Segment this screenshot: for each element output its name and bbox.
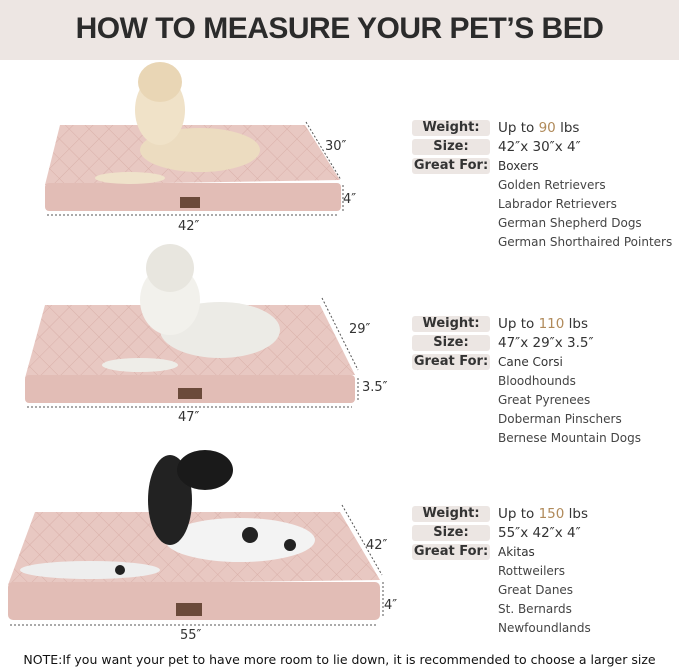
- bed-medium: [25, 244, 359, 408]
- dog-great-dane: [20, 450, 315, 579]
- breed-item: Akitas: [498, 544, 535, 559]
- spec-panel-1: Weight: Up to 90 lbs Size: 42″x 30″x 4″ Gr…: [412, 118, 679, 251]
- bed-small: [45, 62, 344, 216]
- breed-item: Bernese Mountain Dogs: [498, 430, 641, 445]
- breed-item: Great Pyrenees: [498, 392, 591, 407]
- bed-logo-tag: [178, 388, 202, 399]
- bed-1-width-label: 30″: [325, 139, 347, 154]
- dog-labrador: [95, 62, 260, 184]
- weight-value: Up to 150 lbs: [498, 505, 589, 522]
- bed-logo-tag: [176, 603, 202, 616]
- size-label: Size:: [412, 138, 490, 155]
- great-for-label: Great For:: [412, 157, 490, 174]
- bed-3-width-label: 42″: [366, 538, 388, 553]
- page-title: HOW TO MEASURE YOUR PET’S BED: [75, 12, 604, 45]
- weight-label: Weight:: [412, 119, 490, 136]
- dog-white-mastiff: [102, 244, 280, 372]
- size-note: NOTE:If you want your pet to have more r…: [23, 652, 656, 667]
- breed-item: Golden Retrievers: [498, 177, 606, 192]
- bed-2-width-label: 29″: [349, 322, 371, 337]
- breed-item: German Shorthaired Pointers: [498, 234, 673, 249]
- bed-3-height-label: 4″: [384, 598, 398, 613]
- size-label: Size:: [412, 334, 490, 351]
- bed-1-height-label: 4″: [343, 192, 357, 207]
- weight-value: Up to 110 lbs: [498, 315, 589, 332]
- size-label: Size:: [412, 524, 490, 541]
- weight-label: Weight:: [412, 315, 490, 332]
- breed-item: Doberman Pinschers: [498, 411, 622, 426]
- weight-value: Up to 90 lbs: [498, 119, 580, 136]
- breed-item: St. Bernards: [498, 601, 572, 616]
- spec-panel-3: Weight: Up to 150 lbs Size: 55″x 42″x 4″ G…: [412, 504, 679, 637]
- breed-item: Newfoundlands: [498, 620, 591, 635]
- bed-logo-tag: [180, 197, 200, 208]
- size-value: 47″x 29″x 3.5″: [498, 334, 594, 351]
- bed-2-height-label: 3.5″: [362, 380, 388, 395]
- bed-3-length-label: 55″: [180, 628, 202, 643]
- spec-panel-2: Weight: Up to 110 lbs Size: 47″x 29″x 3.5″…: [412, 314, 679, 447]
- breed-item: Cane Corsi: [498, 354, 563, 369]
- breed-item: Boxers: [498, 158, 539, 173]
- breed-item: Rottweilers: [498, 563, 565, 578]
- weight-label: Weight:: [412, 505, 490, 522]
- bed-2-length-label: 47″: [178, 410, 200, 425]
- great-for-label: Great For:: [412, 353, 490, 370]
- breed-item: Great Danes: [498, 582, 574, 597]
- bed-large: [8, 450, 384, 626]
- size-value: 42″x 30″x 4″: [498, 138, 581, 155]
- bed-1-length-label: 42″: [178, 219, 200, 234]
- breed-item: Bloodhounds: [498, 373, 576, 388]
- breed-item: Labrador Retrievers: [498, 196, 617, 211]
- breed-item: German Shepherd Dogs: [498, 215, 642, 230]
- header-banner: [0, 0, 679, 60]
- great-for-label: Great For:: [412, 543, 490, 560]
- size-value: 55″x 42″x 4″: [498, 524, 581, 541]
